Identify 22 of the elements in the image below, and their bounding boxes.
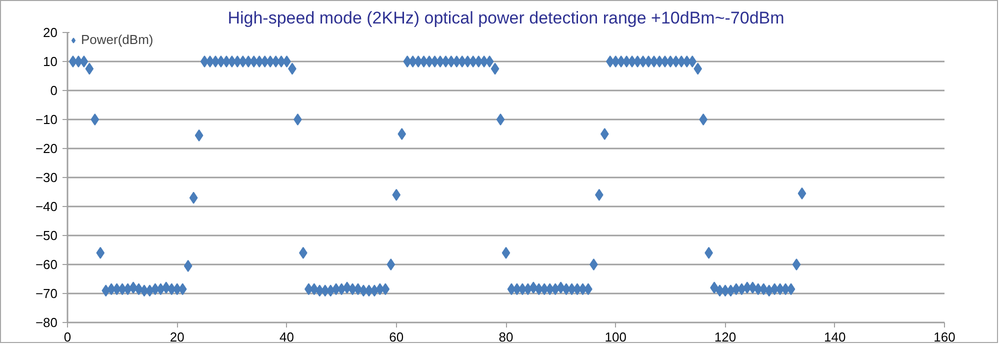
y-tick-label: −50 bbox=[35, 228, 58, 243]
x-tick-label: 80 bbox=[498, 330, 514, 344]
y-tick-label: 10 bbox=[43, 54, 58, 69]
chart-title: High-speed mode (2KHz) optical power detection range +10dBm~-70dBm bbox=[228, 8, 784, 28]
x-tick-label: 40 bbox=[280, 330, 294, 344]
x-tick-label: 0 bbox=[64, 330, 72, 344]
y-tick-label: −80 bbox=[35, 315, 58, 330]
x-tick-label: 160 bbox=[934, 330, 956, 344]
legend-label: Power(dBm) bbox=[81, 32, 154, 47]
x-tick-label: 140 bbox=[824, 330, 846, 344]
x-tick-label: 120 bbox=[714, 330, 736, 344]
y-tick-label: 20 bbox=[43, 25, 58, 40]
y-tick-label: −30 bbox=[35, 170, 58, 185]
y-tick-label: −20 bbox=[35, 141, 58, 156]
x-tick-label: 20 bbox=[170, 330, 184, 344]
x-tick-label: 60 bbox=[389, 330, 404, 344]
y-tick-label: −40 bbox=[35, 199, 58, 214]
y-tick-label: −10 bbox=[35, 112, 58, 127]
x-tick-label: 100 bbox=[604, 330, 626, 344]
y-tick-label: −70 bbox=[35, 286, 58, 301]
y-tick-label: −60 bbox=[35, 257, 58, 272]
y-tick-label: 0 bbox=[50, 83, 58, 98]
